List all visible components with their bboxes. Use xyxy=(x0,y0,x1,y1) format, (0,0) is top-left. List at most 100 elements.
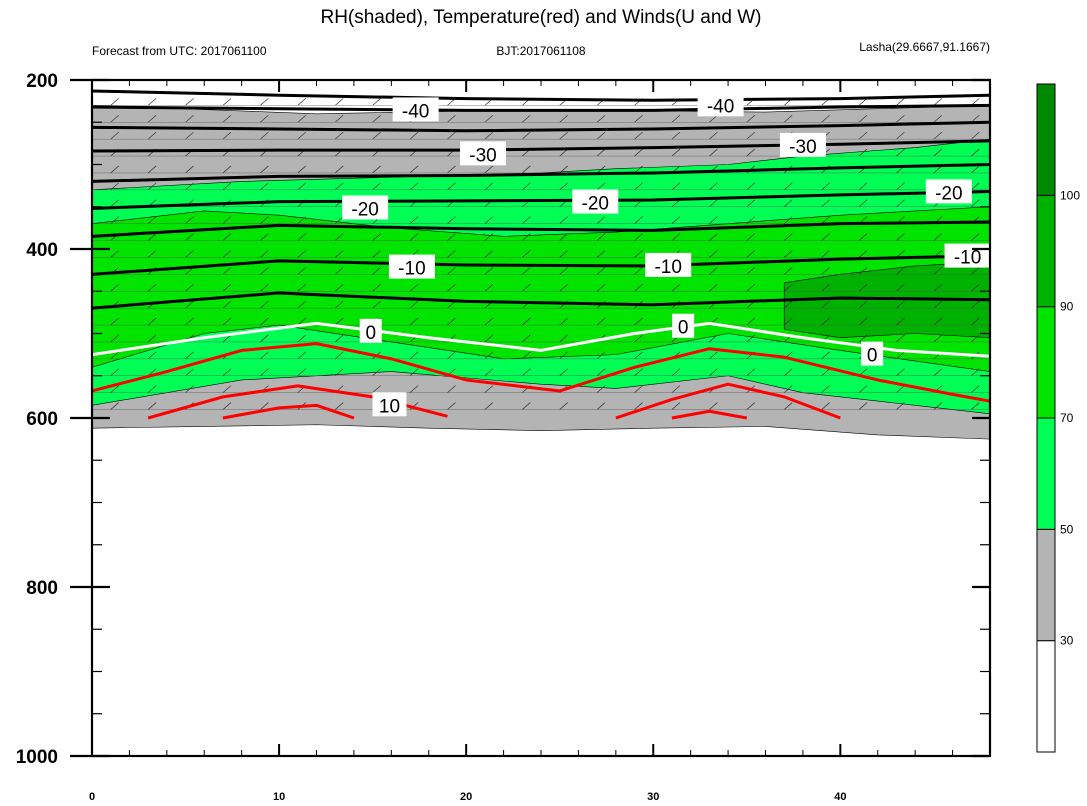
temperature-contour-line xyxy=(92,291,990,310)
wind-barb xyxy=(484,351,494,360)
bjt-time-label: BJT:2017061108 xyxy=(496,44,586,58)
wind-barb xyxy=(260,250,269,258)
contour-label: -40 xyxy=(707,96,734,117)
x-tick-label: 10 xyxy=(273,791,285,803)
wind-barb xyxy=(596,283,606,292)
wind-barb xyxy=(559,114,568,123)
contour-label-box xyxy=(861,341,884,366)
wind-barb xyxy=(821,182,830,191)
wind-barb xyxy=(185,283,194,292)
wind-barb xyxy=(634,114,643,123)
temperature-contour-line xyxy=(92,254,990,276)
wind-barb xyxy=(447,250,456,258)
wind-barb xyxy=(484,216,494,224)
wind-barb xyxy=(671,368,681,377)
wind-barb xyxy=(372,283,381,292)
wind-barb xyxy=(896,402,905,410)
wind-barb xyxy=(783,267,793,275)
wind-barb xyxy=(147,385,157,393)
wind-barb xyxy=(372,131,381,140)
wind-barb xyxy=(372,165,381,174)
wind-barb xyxy=(372,385,381,393)
wind-barb xyxy=(185,368,194,377)
wind-barb xyxy=(821,300,830,309)
wind-barb xyxy=(821,385,830,393)
plot-area: -40 -40 -30 -30 -20 -20 -20 -10 -10 -10 0 0 0 10 xyxy=(92,80,990,440)
wind-barb xyxy=(522,283,531,292)
wind-barb xyxy=(110,216,119,224)
wind-barb xyxy=(522,131,531,140)
wind-barb xyxy=(372,98,381,106)
wind-barb xyxy=(971,267,980,275)
wind-barb xyxy=(522,216,531,224)
wind-barb xyxy=(447,351,456,360)
wind-barb xyxy=(484,114,494,123)
station-location-label: Lasha(29.6667,91.1667) xyxy=(859,40,990,54)
wind-barb xyxy=(783,182,793,191)
wind-barb xyxy=(447,402,456,410)
wind-barb xyxy=(147,402,157,410)
wind-barb xyxy=(222,114,232,123)
wind-barb xyxy=(297,250,307,258)
wind-barb xyxy=(596,233,606,241)
wind-barb xyxy=(260,334,269,343)
wind-barb xyxy=(858,385,868,393)
wind-barb xyxy=(559,250,568,258)
wind-barb xyxy=(783,402,793,410)
wind-barb xyxy=(596,165,606,174)
wind-barb xyxy=(933,300,943,309)
wind-barb xyxy=(110,351,119,360)
wind-barb xyxy=(709,233,718,241)
wind-barb xyxy=(559,368,568,377)
wind-barb xyxy=(858,148,868,157)
wind-barb xyxy=(896,114,905,123)
wind-barb xyxy=(746,199,756,208)
wind-barb xyxy=(260,300,269,309)
wind-barb xyxy=(260,216,269,224)
wind-barb xyxy=(634,267,643,275)
wind-barb xyxy=(746,148,756,157)
wind-barb xyxy=(222,182,232,191)
wind-barb xyxy=(746,131,756,140)
y-tick-label: 600 xyxy=(26,409,58,430)
wind-barb xyxy=(559,283,568,292)
wind-barb xyxy=(484,267,494,275)
wind-barb xyxy=(858,182,868,191)
wind-barb xyxy=(821,233,830,241)
contour-label-box xyxy=(572,189,619,214)
wind-barb xyxy=(971,148,980,157)
contour-label: 0 xyxy=(678,318,689,339)
wind-barb xyxy=(447,233,456,241)
wind-barb xyxy=(409,283,419,292)
wind-barb xyxy=(147,283,157,292)
wind-barb xyxy=(484,250,494,258)
wind-barb xyxy=(896,351,905,360)
rh-colorbar: 30 50 70 90 100 xyxy=(1036,83,1080,753)
wind-barb xyxy=(746,114,756,123)
wind-barb xyxy=(334,165,344,174)
wind-barb xyxy=(596,402,606,410)
x-tick-label: 20 xyxy=(460,791,472,803)
wind-barb xyxy=(110,165,119,174)
wind-barb xyxy=(222,250,232,258)
wind-barb xyxy=(372,233,381,241)
wind-barb xyxy=(933,98,943,106)
wind-barb xyxy=(409,300,419,309)
wind-barb xyxy=(746,368,756,377)
contour-label-box xyxy=(645,252,692,277)
wind-barb xyxy=(559,402,568,410)
wind-barb xyxy=(634,182,643,191)
wind-barb xyxy=(522,317,531,326)
y-tick-label: 400 xyxy=(26,240,58,261)
wind-barb xyxy=(447,114,456,123)
wind-barb xyxy=(971,114,980,123)
wind-barb xyxy=(260,351,269,360)
wind-barb xyxy=(896,334,905,343)
wind-barb xyxy=(746,267,756,275)
wind-barb xyxy=(858,267,868,275)
wind-barb xyxy=(110,114,119,123)
wind-barb xyxy=(821,402,830,410)
temperature-contour-line xyxy=(92,89,990,102)
wind-barb xyxy=(297,317,307,326)
wind-barb xyxy=(783,250,793,258)
